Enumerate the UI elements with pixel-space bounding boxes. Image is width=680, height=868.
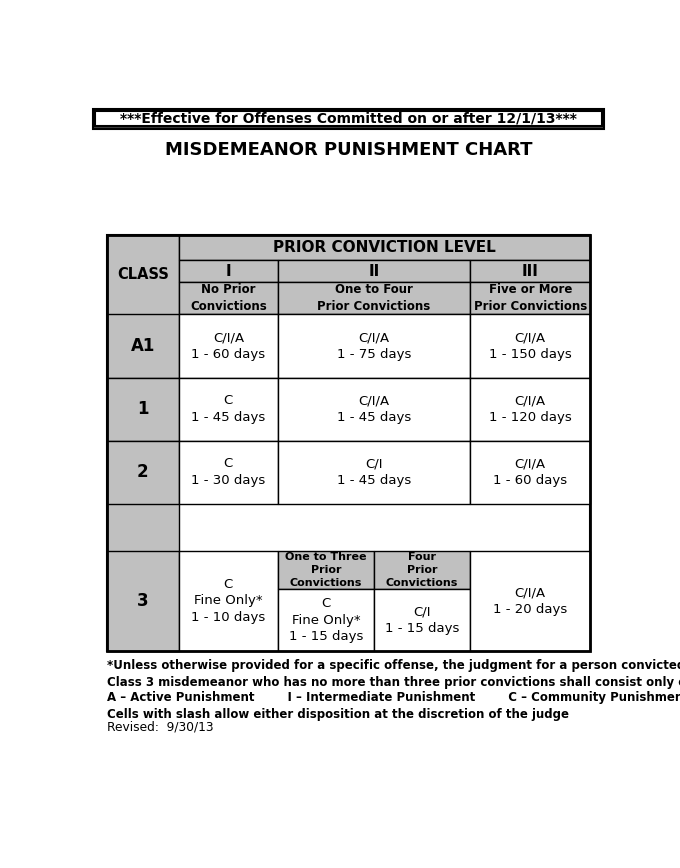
Bar <box>278 551 374 589</box>
Text: C
1 - 30 days: C 1 - 30 days <box>191 457 265 487</box>
Bar <box>278 441 470 503</box>
Text: II: II <box>369 264 379 279</box>
Bar <box>107 441 179 503</box>
Text: One to Four
Prior Convictions: One to Four Prior Convictions <box>318 284 430 313</box>
Text: A1: A1 <box>131 337 155 355</box>
Bar <box>470 378 590 441</box>
Text: C/I/A
1 - 20 days: C/I/A 1 - 20 days <box>493 586 567 615</box>
Bar <box>278 589 374 651</box>
Text: I: I <box>226 264 231 279</box>
Text: Five or More
Prior Convictions: Five or More Prior Convictions <box>473 284 587 313</box>
Bar <box>95 111 602 127</box>
Bar <box>374 551 470 589</box>
Text: 1: 1 <box>137 400 148 418</box>
Bar <box>179 441 278 503</box>
Bar <box>278 314 470 378</box>
Text: ***Effective for Offenses Committed on or after 12/1/13***: ***Effective for Offenses Committed on o… <box>120 112 577 126</box>
Bar <box>470 282 590 314</box>
Bar <box>278 260 470 282</box>
Text: PRIOR CONVICTION LEVEL: PRIOR CONVICTION LEVEL <box>273 240 496 255</box>
Bar <box>107 378 179 441</box>
Text: C/I/A
1 - 120 days: C/I/A 1 - 120 days <box>489 394 572 424</box>
Text: A – Active Punishment        I – Intermediate Punishment        C – Community Pu: A – Active Punishment I – Intermediate P… <box>107 691 680 721</box>
Bar <box>470 441 590 503</box>
Bar <box>179 378 278 441</box>
Text: Revised:  9/30/13: Revised: 9/30/13 <box>107 720 214 733</box>
Bar <box>107 235 590 651</box>
Text: C
Fine Only*
1 - 10 days: C Fine Only* 1 - 10 days <box>191 578 265 624</box>
Text: C/I/A
1 - 75 days: C/I/A 1 - 75 days <box>337 332 411 361</box>
Bar <box>470 314 590 378</box>
Text: C/I/A
1 - 45 days: C/I/A 1 - 45 days <box>337 394 411 424</box>
Bar <box>179 551 278 651</box>
Bar <box>179 314 278 378</box>
Text: No Prior
Convictions: No Prior Convictions <box>190 284 267 313</box>
Bar <box>179 260 278 282</box>
Text: One to Three
Prior
Convictions: One to Three Prior Convictions <box>286 552 367 588</box>
Text: 2: 2 <box>137 464 148 481</box>
Bar <box>179 235 590 260</box>
Text: 3: 3 <box>137 592 148 610</box>
Text: C/I
1 - 45 days: C/I 1 - 45 days <box>337 457 411 487</box>
Text: C/I/A
1 - 60 days: C/I/A 1 - 60 days <box>191 332 265 361</box>
Text: III: III <box>522 264 539 279</box>
Text: C
Fine Only*
1 - 15 days: C Fine Only* 1 - 15 days <box>289 597 363 643</box>
Bar <box>107 551 179 651</box>
Text: *Unless otherwise provided for a specific offense, the judgment for a person con: *Unless otherwise provided for a specifi… <box>107 659 680 688</box>
Bar <box>470 551 590 651</box>
Text: C/I/A
1 - 150 days: C/I/A 1 - 150 days <box>489 332 572 361</box>
Text: C/I/A
1 - 60 days: C/I/A 1 - 60 days <box>493 457 567 487</box>
Bar <box>107 235 590 651</box>
Bar <box>278 378 470 441</box>
Text: CLASS: CLASS <box>117 267 169 282</box>
Bar <box>470 260 590 282</box>
Bar <box>92 108 605 128</box>
Text: MISDEMEANOR PUNISHMENT CHART: MISDEMEANOR PUNISHMENT CHART <box>165 141 532 160</box>
Bar <box>107 235 179 651</box>
Text: C
1 - 45 days: C 1 - 45 days <box>191 394 265 424</box>
Bar <box>374 589 470 651</box>
Text: Four
Prior
Convictions: Four Prior Convictions <box>386 552 458 588</box>
Text: C/I
1 - 15 days: C/I 1 - 15 days <box>385 605 459 635</box>
Bar <box>278 282 470 314</box>
Bar <box>179 282 278 314</box>
Bar <box>107 314 179 378</box>
